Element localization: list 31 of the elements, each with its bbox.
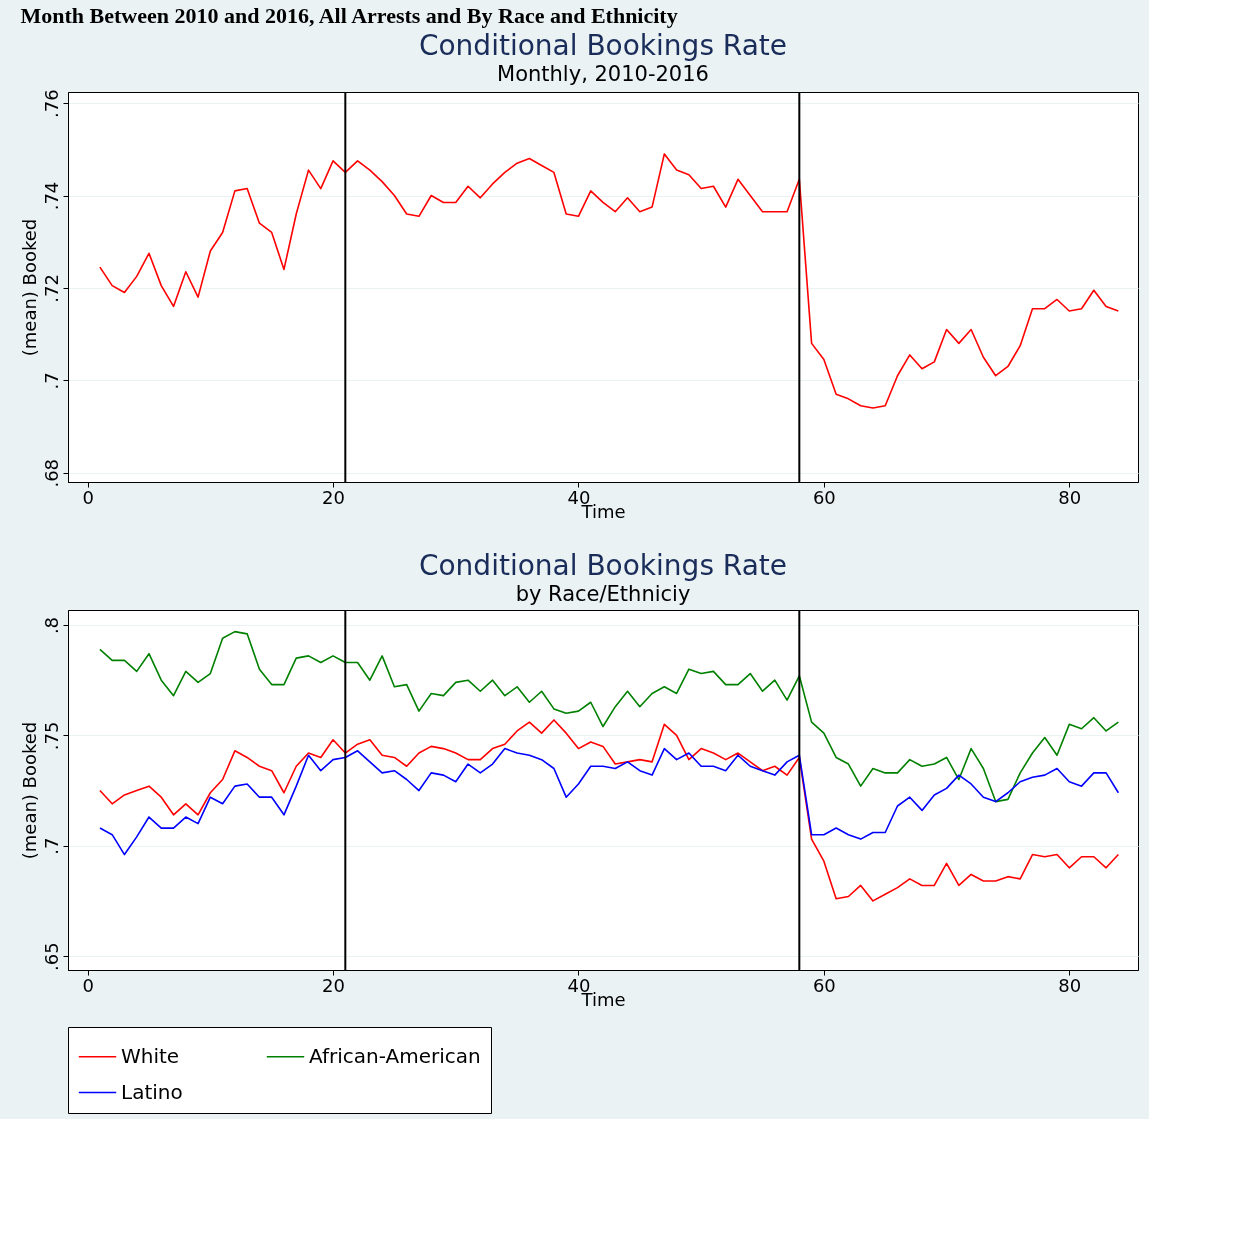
legend-label: Latino xyxy=(121,1079,183,1104)
line-series xyxy=(99,630,1120,803)
y-tick-label: .76 xyxy=(40,89,62,118)
chart-title: Conditional Bookings Rate xyxy=(418,28,788,62)
legend-label: White xyxy=(121,1043,180,1068)
y-tick-label: .68 xyxy=(40,458,62,488)
line-series xyxy=(99,153,1120,409)
x-tick-label: 0 xyxy=(82,486,94,508)
x-tick-label: 20 xyxy=(322,486,345,508)
y-tick-label: .75 xyxy=(40,721,62,751)
y-axis-title: (mean) Booked xyxy=(18,218,40,357)
chart-title: Conditional Bookings Rate xyxy=(418,549,788,582)
x-tick-label: 60 xyxy=(812,974,836,996)
y-axis-title: (mean) Booked xyxy=(18,721,40,860)
line-series xyxy=(99,747,1120,856)
line-series xyxy=(99,719,1120,902)
x-tick-label: 20 xyxy=(322,974,345,996)
y-tick-label: .8 xyxy=(40,616,62,635)
y-tick-label: .7 xyxy=(40,372,62,390)
x-tick-label: 80 xyxy=(1058,486,1082,508)
text: Month Between 2010 and 2016, All Arrests and By Race and Ethnicity xyxy=(20,3,678,29)
y-tick-label: .65 xyxy=(40,942,62,971)
x-tick-label: 0 xyxy=(82,974,94,996)
y-tick-label: .7 xyxy=(40,837,62,855)
chart-subtitle: Monthly, 2010-2016 xyxy=(497,61,709,86)
x-tick-label: 60 xyxy=(812,486,836,508)
y-tick-label: .72 xyxy=(40,274,62,303)
x-tick-label: 80 xyxy=(1058,974,1082,996)
chart-subtitle: by Race/Ethniciy xyxy=(515,582,691,606)
legend-label: African-American xyxy=(309,1043,481,1068)
y-tick-label: .74 xyxy=(40,181,62,211)
